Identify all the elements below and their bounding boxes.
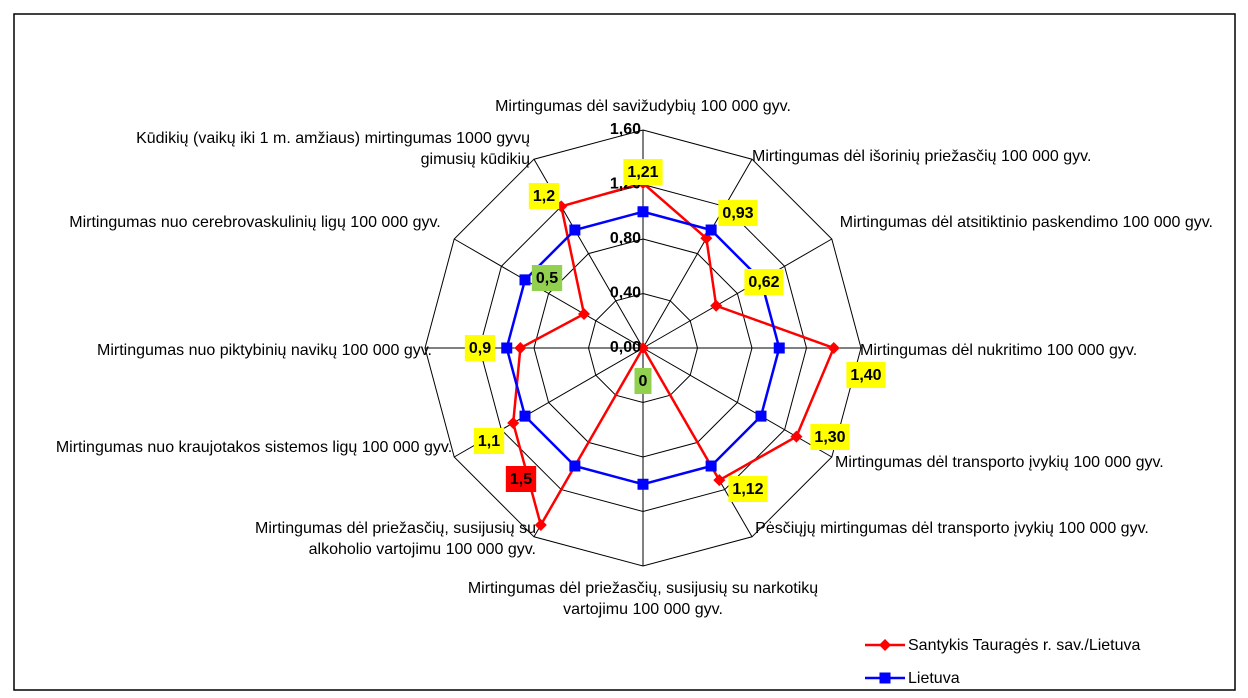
- value-label-box: [846, 362, 886, 388]
- marker: [790, 430, 803, 443]
- legend-marker: [879, 672, 891, 684]
- axis-label: Pėsčiųjų mirtingumas dėl transporto įvyk…: [755, 520, 1149, 537]
- value-label: 1,30: [814, 429, 845, 446]
- value-label-box: [744, 269, 784, 295]
- axis-label: Mirtingumas dėl priežasčių, susijusių su…: [467, 580, 819, 618]
- r-tick-label: 1,60: [610, 121, 641, 138]
- axis-label: Mirtingumas nuo piktybinių navikų 100 00…: [97, 342, 432, 359]
- marker: [501, 342, 513, 354]
- marker: [827, 342, 840, 354]
- axis-label: Mirtingumas dėl priežasčių, susijusių su…: [255, 520, 536, 558]
- spoke: [453, 238, 644, 349]
- axis-label: Mirtingumas dėl nukritimo 100 000 gyv.: [860, 342, 1138, 359]
- spoke: [642, 238, 833, 349]
- marker: [569, 224, 581, 236]
- value-label: 1,21: [627, 164, 658, 181]
- value-label-box: [718, 200, 758, 226]
- value-label: 0,93: [722, 205, 753, 222]
- value-label: 0: [639, 373, 648, 390]
- legend-label: Santykis Tauragės r. sav./Lietuva: [908, 637, 1141, 654]
- marker: [637, 342, 649, 354]
- value-label-box: [505, 466, 537, 492]
- value-label: 0,9: [469, 340, 491, 357]
- r-tick-label: 0,00: [610, 339, 641, 356]
- axis-label: Mirtingumas dėl atsitiktinio paskendimo …: [839, 214, 1213, 231]
- marker: [637, 206, 649, 218]
- marker: [710, 299, 723, 312]
- r-tick-label: 0,40: [610, 285, 641, 302]
- marker: [519, 274, 531, 286]
- value-label: 1,1: [478, 433, 500, 450]
- marker: [755, 410, 767, 422]
- value-label: 1,12: [732, 481, 763, 498]
- value-label-box: [528, 183, 560, 209]
- marker: [519, 410, 531, 422]
- value-label: 0,62: [748, 274, 779, 291]
- value-label-box: [623, 159, 663, 185]
- marker: [534, 518, 547, 531]
- value-label: 1,5: [510, 471, 532, 488]
- marker: [773, 342, 785, 354]
- value-label-box: [473, 428, 505, 454]
- axis-label: Mirtingumas dėl savižudybių 100 000 gyv.: [495, 98, 791, 115]
- axis-label: Mirtingumas nuo cerebrovaskulinių ligų 1…: [69, 214, 441, 231]
- value-label-box: [634, 368, 652, 394]
- marker: [705, 460, 717, 472]
- value-label-box: [464, 335, 496, 361]
- value-label: 1,2: [533, 188, 555, 205]
- marker: [514, 342, 527, 354]
- axis-label: Mirtingumas dėl transporto įvykių 100 00…: [835, 454, 1164, 471]
- value-label-box: [728, 476, 768, 502]
- marker: [569, 460, 581, 472]
- series-line: [511, 181, 836, 529]
- value-label-box: [531, 265, 563, 291]
- axis-label: Kūdikių (vaikų iki 1 m. amžiaus) mirting…: [136, 130, 530, 168]
- value-label: 0,5: [536, 270, 558, 287]
- axis-label: Mirtingumas dėl išorinių priežasčių 100 …: [752, 148, 1092, 165]
- value-label-box: [810, 424, 850, 450]
- value-label: 1,40: [850, 367, 881, 384]
- spoke: [642, 158, 753, 349]
- marker: [637, 478, 649, 490]
- r-tick-label: 0,80: [610, 230, 641, 247]
- axis-label: Mirtingumas nuo kraujotakos sistemos lig…: [55, 439, 453, 456]
- legend-marker: [879, 639, 891, 651]
- spoke: [642, 347, 833, 458]
- marker: [507, 416, 520, 429]
- marker: [578, 307, 591, 320]
- marker: [705, 224, 717, 236]
- legend-label: Lietuva: [908, 670, 960, 687]
- chart-frame: [13, 13, 1236, 691]
- marker: [713, 474, 726, 487]
